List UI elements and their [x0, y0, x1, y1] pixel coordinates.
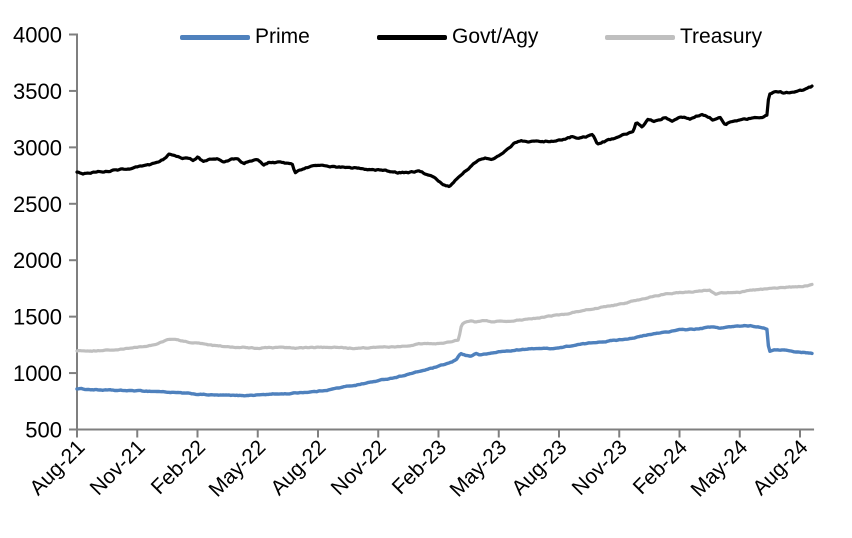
svg-text:Feb-23: Feb-23 [388, 436, 451, 499]
legend-item-prime: Prime [180, 24, 310, 50]
svg-text:May-23: May-23 [446, 436, 512, 502]
prime-line-swatch-icon [180, 34, 250, 40]
svg-text:2500: 2500 [13, 192, 62, 217]
svg-text:Aug-22: Aug-22 [266, 436, 330, 500]
svg-text:4000: 4000 [13, 23, 62, 48]
svg-text:Aug-23: Aug-23 [507, 436, 571, 500]
treasury-line-swatch-icon [605, 34, 675, 40]
svg-text:Nov-21: Nov-21 [86, 436, 150, 500]
legend-label-treasury: Treasury [680, 25, 763, 48]
svg-text:2000: 2000 [13, 248, 62, 273]
svg-text:1500: 1500 [13, 305, 62, 330]
svg-text:Aug-24: Aug-24 [748, 436, 812, 500]
svg-text:3000: 3000 [13, 135, 62, 160]
chart-legend: Prime Govt/Agy Treasury [0, 24, 852, 50]
svg-text:May-22: May-22 [205, 436, 271, 502]
svg-text:May-24: May-24 [687, 436, 753, 502]
legend-label-prime: Prime [255, 25, 310, 48]
svg-text:Feb-22: Feb-22 [147, 436, 210, 499]
legend-item-govt-agy: Govt/Agy [377, 24, 538, 50]
legend-label-govt-agy: Govt/Agy [452, 25, 539, 48]
svg-text:Nov-22: Nov-22 [327, 436, 391, 500]
svg-text:3500: 3500 [13, 79, 62, 104]
svg-text:Nov-23: Nov-23 [568, 436, 632, 500]
svg-text:500: 500 [25, 418, 62, 443]
svg-text:1000: 1000 [13, 361, 62, 386]
legend-item-treasury: Treasury [605, 24, 762, 50]
svg-text:Feb-24: Feb-24 [629, 436, 693, 500]
svg-text:Aug-21: Aug-21 [25, 436, 89, 500]
govt-agy-line-swatch-icon [377, 34, 447, 40]
